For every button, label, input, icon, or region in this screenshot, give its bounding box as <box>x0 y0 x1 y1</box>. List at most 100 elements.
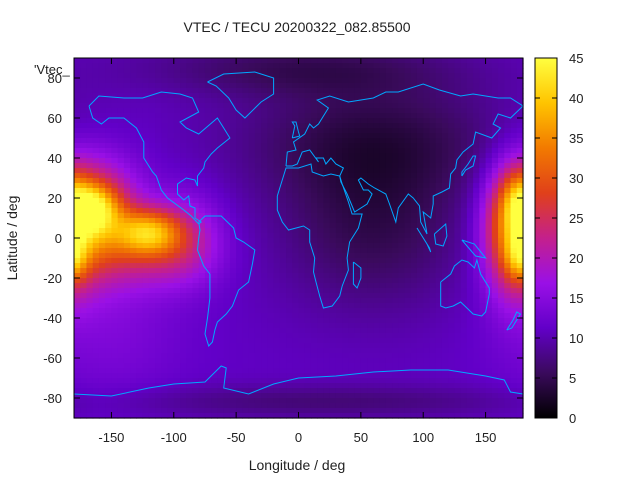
heatmap-cell <box>498 243 505 249</box>
heatmap-cell <box>142 83 150 89</box>
heatmap-cell <box>117 178 125 184</box>
heatmap-cell <box>491 93 499 99</box>
heatmap-cell <box>516 158 524 164</box>
heatmap-cell <box>167 353 175 359</box>
heatmap-cell <box>167 338 175 344</box>
heatmap-cell <box>329 393 337 399</box>
heatmap-cell <box>435 268 443 274</box>
heatmap-cell <box>335 223 343 229</box>
heatmap-cell <box>148 198 156 204</box>
heatmap-cell <box>74 318 81 324</box>
heatmap-cell <box>354 278 362 284</box>
heatmap-cell <box>223 328 231 334</box>
heatmap-cell <box>392 163 399 169</box>
heatmap-cell <box>117 333 125 339</box>
heatmap-cell <box>273 358 281 364</box>
heatmap-cell <box>279 293 287 299</box>
heatmap-cell <box>379 108 387 114</box>
heatmap-cell <box>223 78 231 84</box>
heatmap-cell <box>504 78 512 84</box>
heatmap-cell <box>460 163 468 169</box>
heatmap-cell <box>211 128 219 134</box>
heatmap-cell <box>498 263 505 269</box>
heatmap-cell <box>410 263 418 269</box>
heatmap-cell <box>373 238 381 244</box>
heatmap-cell <box>504 153 512 159</box>
heatmap-cell <box>304 378 312 384</box>
heatmap-cell <box>385 63 393 69</box>
heatmap-cell <box>111 233 119 239</box>
heatmap-cell <box>491 298 499 304</box>
heatmap-cell <box>510 73 518 79</box>
heatmap-cell <box>192 253 200 259</box>
heatmap-cell <box>292 148 300 154</box>
heatmap-cell <box>117 383 125 389</box>
heatmap-cell <box>136 168 144 174</box>
heatmap-cell <box>198 348 206 354</box>
heatmap-cell <box>217 83 225 89</box>
heatmap-cell <box>204 398 212 404</box>
heatmap-cell <box>105 178 113 184</box>
heatmap-cell <box>161 83 169 89</box>
heatmap-cell <box>504 308 512 314</box>
heatmap-cell <box>111 298 119 304</box>
heatmap-cell <box>148 388 156 394</box>
heatmap-cell <box>80 383 88 389</box>
heatmap-cell <box>323 123 331 129</box>
heatmap-cell <box>348 363 356 369</box>
heatmap-cell <box>229 228 237 234</box>
heatmap-cell <box>155 63 162 69</box>
heatmap-cell <box>342 228 349 234</box>
heatmap-cell <box>360 78 368 84</box>
heatmap-cell <box>180 283 187 289</box>
heatmap-cell <box>454 113 462 119</box>
heatmap-cell <box>74 298 81 304</box>
heatmap-cell <box>130 263 137 269</box>
heatmap-cell <box>74 233 81 239</box>
heatmap-cell <box>510 343 518 349</box>
heatmap-cell <box>261 173 268 179</box>
heatmap-cell <box>211 113 219 119</box>
heatmap-cell <box>304 383 312 389</box>
heatmap-cell <box>510 283 518 289</box>
heatmap-cell <box>86 298 94 304</box>
heatmap-cell <box>117 248 125 254</box>
heatmap-cell <box>173 88 181 94</box>
heatmap-cell <box>273 108 281 114</box>
heatmap-cell <box>404 138 412 144</box>
heatmap-cell <box>192 153 200 159</box>
heatmap-cell <box>161 108 169 114</box>
heatmap-cell <box>161 263 169 269</box>
heatmap-cell <box>435 308 443 314</box>
heatmap-cell <box>473 143 480 149</box>
heatmap-cell <box>298 383 306 389</box>
heatmap-cell <box>485 138 493 144</box>
heatmap-cell <box>236 93 243 99</box>
heatmap-cell <box>167 178 175 184</box>
heatmap-cell <box>242 393 250 399</box>
heatmap-cell <box>261 148 268 154</box>
heatmap-cell <box>404 163 412 169</box>
heatmap-cell <box>310 193 318 199</box>
heatmap-cell <box>80 258 88 264</box>
heatmap-cell <box>510 328 518 334</box>
heatmap-cell <box>435 73 443 79</box>
heatmap-cell <box>373 138 381 144</box>
heatmap-cell <box>360 348 368 354</box>
heatmap-cell <box>498 388 505 394</box>
heatmap-cell <box>74 338 81 344</box>
heatmap-cell <box>204 178 212 184</box>
heatmap-cell <box>392 113 399 119</box>
heatmap-cell <box>298 68 306 74</box>
heatmap-cell <box>354 268 362 274</box>
heatmap-cell <box>304 228 312 234</box>
heatmap-cell <box>236 353 243 359</box>
heatmap-cell <box>254 228 262 234</box>
heatmap-cell <box>98 188 106 194</box>
heatmap-cell <box>354 288 362 294</box>
heatmap-cell <box>516 323 524 329</box>
heatmap-cell <box>498 223 505 229</box>
heatmap-cell <box>504 158 512 164</box>
heatmap-cell <box>435 148 443 154</box>
heatmap-cell <box>254 343 262 349</box>
